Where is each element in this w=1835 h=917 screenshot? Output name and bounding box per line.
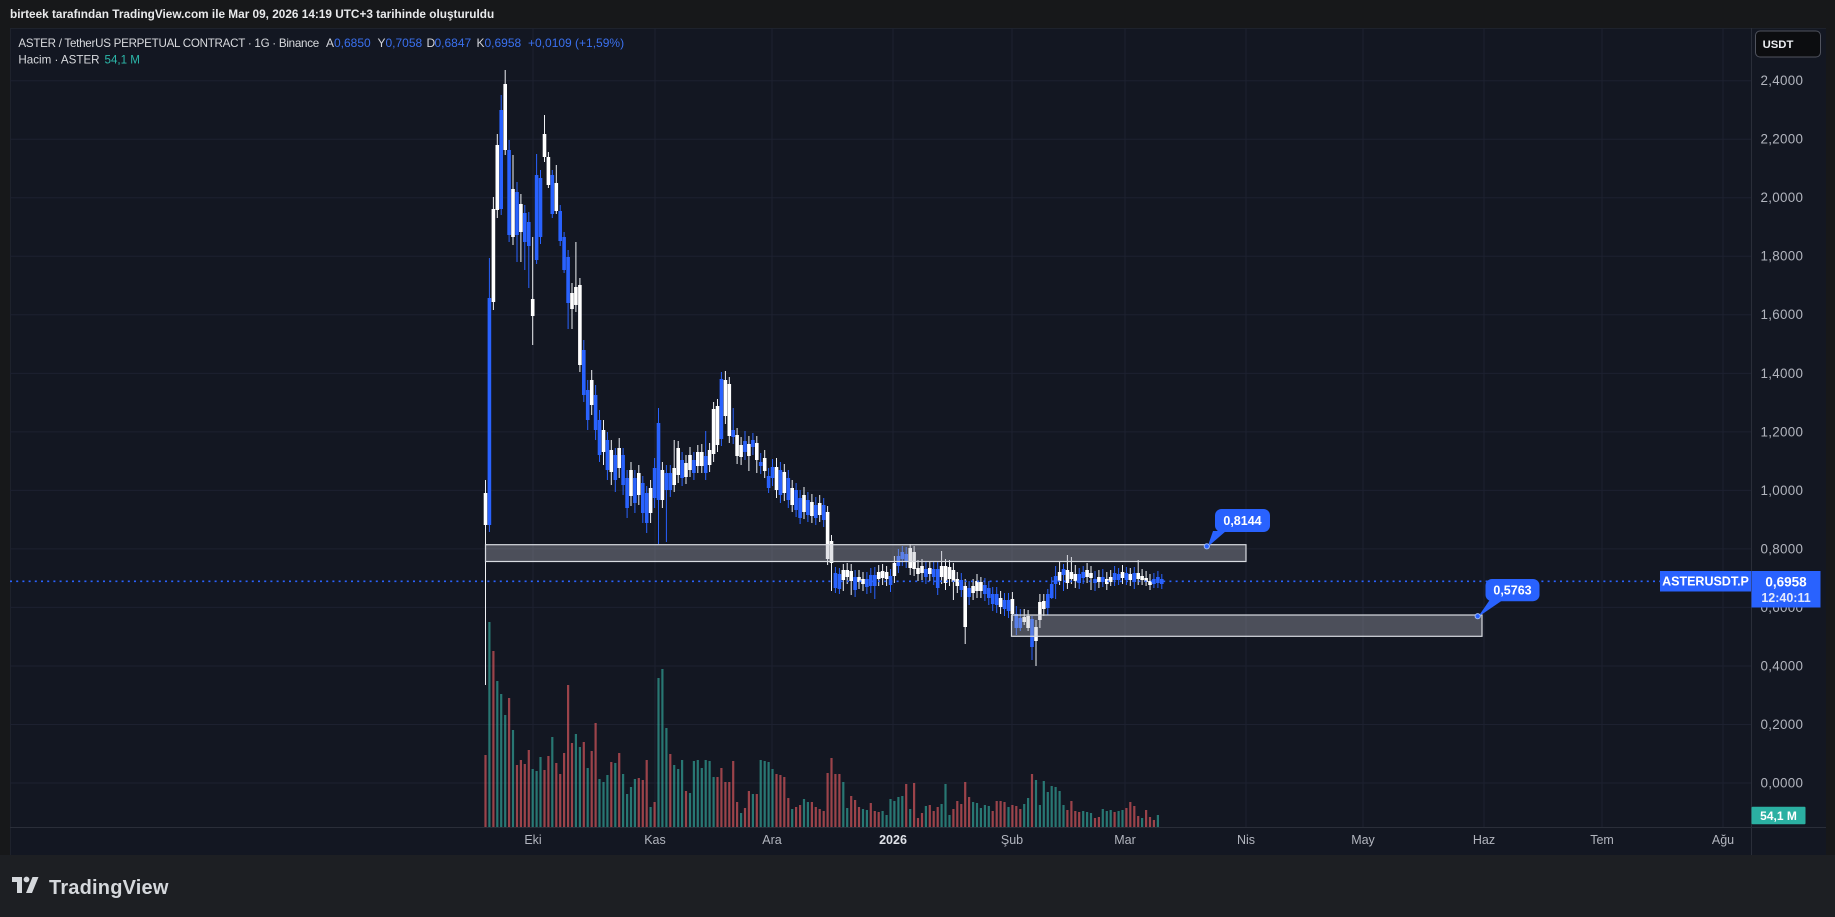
svg-text:Eki: Eki [524, 833, 541, 847]
svg-text:0,7058: 0,7058 [386, 36, 423, 50]
svg-text:Tem: Tem [1590, 833, 1614, 847]
svg-text:Y: Y [378, 36, 386, 50]
svg-text:1,4000: 1,4000 [1761, 366, 1804, 381]
svg-text:+0,0109 (+1,59%): +0,0109 (+1,59%) [528, 36, 624, 50]
svg-text:Şub: Şub [1001, 833, 1023, 847]
svg-text:Kas: Kas [644, 833, 666, 847]
svg-text:12:40:11: 12:40:11 [1761, 591, 1810, 605]
svg-text:1,2000: 1,2000 [1761, 424, 1804, 439]
svg-text:0,4000: 0,4000 [1761, 658, 1804, 673]
svg-text:ASTERUSDT.P: ASTERUSDT.P [1662, 575, 1749, 589]
svg-text:USDT: USDT [1763, 39, 1794, 51]
svg-text:Nis: Nis [1237, 833, 1255, 847]
svg-text:Haz: Haz [1473, 833, 1495, 847]
svg-text:0,6850: 0,6850 [334, 36, 371, 50]
svg-text:0,0000: 0,0000 [1761, 775, 1804, 790]
svg-text:1,8000: 1,8000 [1761, 249, 1804, 264]
svg-text:May: May [1351, 833, 1375, 847]
svg-text:0,5763: 0,5763 [1493, 583, 1531, 597]
svg-text:0,6958: 0,6958 [1765, 575, 1807, 590]
svg-text:1,0000: 1,0000 [1761, 483, 1804, 498]
svg-text:0,8000: 0,8000 [1761, 541, 1804, 556]
svg-text:0,8144: 0,8144 [1223, 514, 1261, 528]
svg-text:1,6000: 1,6000 [1761, 307, 1804, 322]
svg-text:0,6958: 0,6958 [485, 36, 522, 50]
svg-text:0,2000: 0,2000 [1761, 717, 1804, 732]
svg-text:A: A [326, 36, 334, 50]
svg-text:54,1 M: 54,1 M [105, 54, 140, 67]
svg-text:ASTER / TetherUS PERPETUAL CON: ASTER / TetherUS PERPETUAL CONTRACT · 1G… [18, 37, 319, 50]
svg-text:Hacim · ASTER: Hacim · ASTER [18, 54, 99, 67]
svg-text:2,4000: 2,4000 [1761, 73, 1804, 88]
svg-text:Mar: Mar [1114, 833, 1136, 847]
svg-text:Ağu: Ağu [1712, 833, 1734, 847]
svg-text:2026: 2026 [879, 833, 907, 847]
svg-text:Ara: Ara [762, 833, 782, 847]
svg-text:D: D [427, 36, 436, 50]
svg-text:2,0000: 2,0000 [1761, 190, 1804, 205]
svg-text:0,6847: 0,6847 [435, 36, 472, 50]
svg-text:54,1 M: 54,1 M [1760, 809, 1797, 823]
svg-text:K: K [477, 36, 485, 50]
svg-text:2,2000: 2,2000 [1761, 132, 1804, 147]
